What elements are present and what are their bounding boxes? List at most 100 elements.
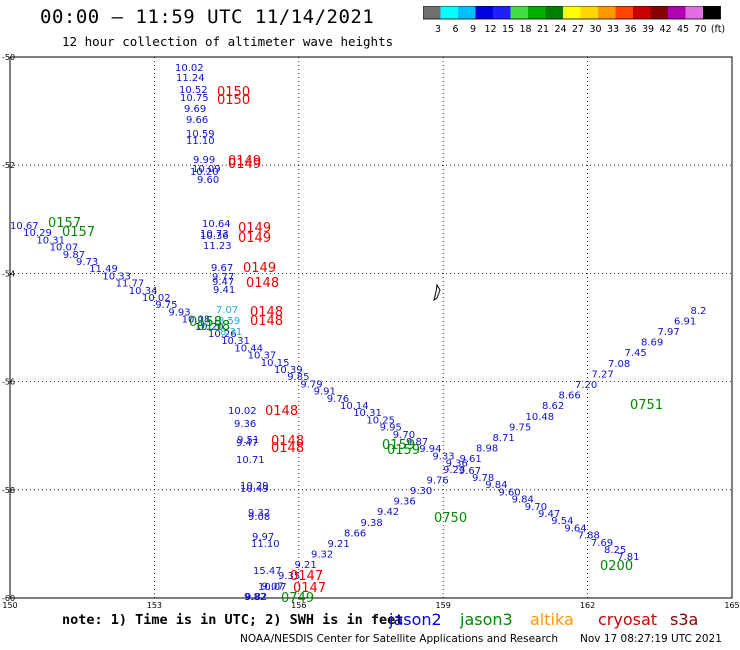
color-swatch bbox=[440, 6, 458, 19]
pass-time-label: 0150 bbox=[217, 85, 250, 100]
wave-height-label: 10.09 bbox=[192, 164, 221, 175]
latitude-label: -60 bbox=[2, 594, 15, 603]
wave-height-label: 9.42 bbox=[377, 507, 399, 518]
wave-height-label: 9.21 bbox=[328, 539, 350, 550]
wave-height-label: 9.75 bbox=[509, 422, 531, 433]
color-scale-label: 33 bbox=[607, 24, 619, 35]
color-swatch bbox=[685, 6, 703, 19]
latitude-label: -50 bbox=[2, 53, 15, 62]
wave-height-label: 9.85 bbox=[287, 372, 309, 383]
wave-height-label: 10.02 bbox=[142, 293, 171, 304]
color-scale-label: 36 bbox=[624, 24, 636, 35]
pass-time-label: 0200 bbox=[600, 559, 633, 574]
wave-height-label: 9.75 bbox=[155, 300, 177, 311]
wave-height-label: 9.23 bbox=[443, 465, 465, 476]
color-swatch bbox=[545, 6, 563, 19]
color-scale-label: 18 bbox=[519, 24, 531, 35]
color-scale-label: 27 bbox=[572, 24, 584, 35]
pass-time-label: 0147 bbox=[293, 581, 326, 596]
color-swatch bbox=[580, 6, 598, 19]
wave-height-label: 10.14 bbox=[340, 401, 369, 412]
wave-height-label: 9.54 bbox=[551, 516, 573, 527]
wave-height-label: 9.67 bbox=[459, 466, 481, 477]
pass-time-label: 0148 bbox=[271, 441, 304, 456]
wave-height-label: 10.07 bbox=[258, 582, 287, 593]
pass-time-label: 0159 bbox=[387, 443, 420, 458]
color-swatch bbox=[493, 6, 511, 19]
wave-height-label: 10.52 bbox=[179, 85, 208, 96]
color-swatch bbox=[650, 6, 668, 19]
pass-time-label: 0149 bbox=[243, 261, 276, 276]
wave-height-label: 7.45 bbox=[625, 348, 647, 359]
wave-height-label: 10.49 bbox=[240, 484, 269, 495]
wave-height-label: 10.26 bbox=[208, 329, 237, 340]
color-scale-legend: 3 6 9 12 15 18 21 24 27 30 33 36 39 42 45 70 (ft) bbox=[423, 6, 725, 35]
pass-time-label: 0159 bbox=[382, 438, 415, 453]
wave-height-label: 10.02 bbox=[175, 63, 204, 74]
wave-height-label: 9.47 bbox=[236, 438, 258, 449]
pass-time-label: 0148 bbox=[246, 276, 279, 291]
wave-height-label: 9.36 bbox=[234, 419, 256, 430]
color-swatch bbox=[458, 6, 476, 19]
wave-height-label: 9.67 bbox=[211, 263, 233, 274]
wave-height-label: 11.10 bbox=[251, 539, 280, 550]
wave-height-label: 10.07 bbox=[50, 243, 79, 254]
wave-height-label: 11.10 bbox=[186, 136, 215, 147]
wave-height-label: 10.31 bbox=[221, 336, 250, 347]
wave-height-label: 9.51 bbox=[237, 435, 259, 446]
wave-height-label: 11.23 bbox=[203, 241, 232, 252]
color-swatch bbox=[598, 6, 616, 19]
longitude-label: 153 bbox=[147, 601, 162, 610]
pass-time-label: 0749 bbox=[281, 591, 314, 606]
legend-s3a: s3a bbox=[670, 610, 699, 629]
color-scale-label: 21 bbox=[537, 24, 549, 35]
legend-jason3: jason3 bbox=[460, 610, 513, 629]
wave-height-label: 10.20 bbox=[195, 322, 224, 333]
wave-height-label: 8.31 bbox=[220, 327, 242, 338]
wave-height-label: 9.73 bbox=[76, 257, 98, 268]
wave-height-label: 7.07 bbox=[216, 305, 238, 316]
wave-height-label: 7.69 bbox=[591, 538, 613, 549]
longitude-label: 162 bbox=[580, 601, 595, 610]
pass-time-label: 0147 bbox=[290, 569, 323, 584]
wave-height-label: 9.95 bbox=[380, 423, 402, 434]
wave-height-label: 9.82 bbox=[244, 592, 266, 603]
wave-height-label: 9.91 bbox=[314, 387, 336, 398]
wave-height-label: 9.76 bbox=[427, 475, 449, 486]
color-scale-label: (ft) bbox=[711, 24, 725, 35]
wave-height-label: 9.94 bbox=[419, 444, 441, 455]
island-outline bbox=[433, 283, 441, 302]
color-scale-label: 70 bbox=[694, 24, 706, 35]
pass-time-label: 0150 bbox=[217, 93, 250, 108]
wave-height-label: 9.47 bbox=[212, 277, 234, 288]
units-note: note: 1) Time is in UTC; 2) SWH is in fe… bbox=[62, 612, 404, 628]
wave-height-label: 9.33 bbox=[432, 451, 454, 462]
wave-height-label: 8.71 bbox=[493, 433, 515, 444]
color-swatch bbox=[703, 6, 721, 19]
wave-height-label: 8.59 bbox=[218, 316, 240, 327]
wave-height-label: 8.66 bbox=[559, 391, 581, 402]
wave-height-label: 9.66 bbox=[186, 115, 208, 126]
wave-height-label: 10.44 bbox=[234, 343, 263, 354]
map-title: 00:00 – 11:59 UTC 11/14/2021 bbox=[40, 6, 375, 28]
pass-time-label: 0158 bbox=[189, 315, 222, 330]
wave-height-label: 10.31 bbox=[36, 235, 65, 246]
wave-height-label: 8.69 bbox=[641, 338, 663, 349]
wave-height-label: 10.71 bbox=[236, 455, 265, 466]
color-swatch bbox=[633, 6, 651, 19]
longitude-label: 165 bbox=[724, 601, 739, 610]
wave-height-label: 9.38 bbox=[361, 518, 383, 529]
color-scale-label: 45 bbox=[677, 24, 689, 35]
wave-height-label: 9.60 bbox=[498, 487, 520, 498]
wave-height-label: 9.87 bbox=[63, 250, 85, 261]
pass-time-label: 0148 bbox=[250, 305, 283, 320]
wave-height-label: 9.97 bbox=[252, 532, 274, 543]
wave-height-label: 10.08 bbox=[182, 315, 211, 326]
wave-height-label: 8.66 bbox=[344, 528, 366, 539]
pass-time-label: 0751 bbox=[630, 398, 663, 413]
latitude-label: -54 bbox=[2, 269, 15, 278]
wave-height-label: 9.70 bbox=[393, 430, 415, 441]
wave-height-label: 9.21 bbox=[295, 560, 317, 571]
latitude-label: -56 bbox=[2, 378, 15, 387]
